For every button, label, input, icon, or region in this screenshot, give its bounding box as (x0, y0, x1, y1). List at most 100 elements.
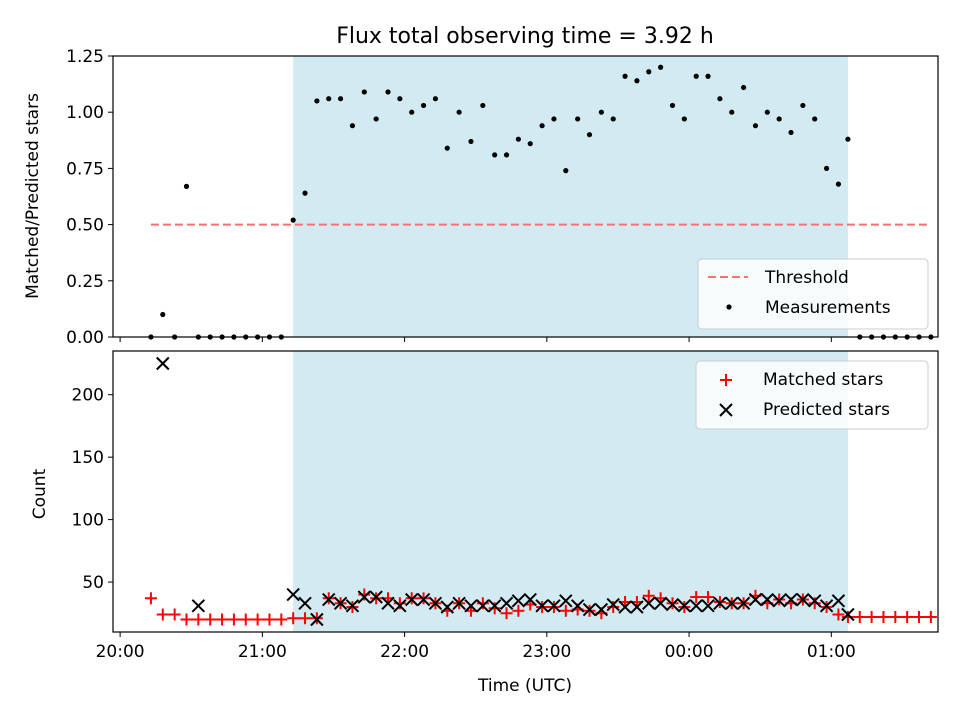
predicted-star-point (582, 602, 597, 617)
matched-star-point (239, 613, 252, 626)
measurement-point (705, 73, 711, 79)
legend-threshold-label: Threshold (764, 268, 849, 288)
measurement-point (503, 152, 510, 158)
measurement-point (468, 138, 474, 145)
matched-star-point (512, 604, 525, 617)
chart-title: Flux total observing time = 3.92 h (336, 24, 714, 49)
measurement-point (420, 102, 427, 109)
legend-matched-swatch (720, 374, 732, 386)
predicted-star-point (322, 592, 336, 607)
measurement-point (717, 96, 723, 102)
bottom-xtick-label: 23:00 (522, 642, 571, 662)
measurement-point (456, 109, 462, 115)
top-ytick-label: 0.75 (66, 159, 104, 179)
measurement-point (586, 132, 593, 138)
predicted-star-point (748, 592, 763, 607)
matched-star-point (476, 597, 489, 610)
matched-star-point (263, 613, 276, 626)
measurement-point (373, 116, 379, 122)
matched-star-point (204, 613, 217, 626)
measurement-point (326, 96, 332, 102)
measurement-point (752, 123, 759, 129)
measurement-point (669, 102, 676, 109)
legend-predicted-label: Predicted stars (763, 400, 890, 420)
top-panel: 0.00 0.25 0.50 0.75 1.00 1.25 Matched/Predict… (23, 47, 939, 348)
matched-star-point (358, 588, 371, 601)
top-ytick-label: 1.25 (66, 47, 104, 67)
top-ytick-label: 1.00 (66, 103, 104, 123)
bottom-xtick-label: 21:00 (238, 642, 287, 662)
predicted-star-point (796, 592, 810, 607)
measurement-point (776, 116, 782, 122)
predicted-star-point (310, 612, 324, 627)
predicted-star-point (772, 594, 786, 608)
matched-star-point (877, 611, 890, 624)
matched-star-point (607, 601, 620, 614)
matched-star-point (559, 604, 572, 617)
measurement-point (812, 116, 818, 122)
predicted-star-point (191, 599, 206, 613)
measurement-point (551, 116, 557, 122)
measurement-point (658, 64, 664, 70)
matched-star-point (808, 597, 821, 610)
bottom-ytick-label: 150 (72, 448, 104, 468)
measurement-point (337, 96, 344, 102)
legend-measurements-swatch (726, 304, 732, 310)
predicted-star-point (511, 594, 526, 608)
predicted-star-point (369, 590, 383, 604)
matched-star-point (168, 608, 181, 621)
measurement-point (646, 69, 652, 75)
measurement-point (444, 145, 450, 151)
measurement-point (539, 123, 545, 129)
matched-star-point (251, 613, 264, 626)
predicted-star-point (606, 597, 620, 612)
measurement-point (290, 217, 296, 223)
matched-star-point (841, 611, 854, 624)
predicted-star-point (333, 596, 348, 610)
measurement-point (741, 84, 747, 91)
matched-star-point (702, 591, 715, 604)
predicted-star-point (665, 597, 680, 612)
measurement-point (835, 181, 842, 187)
bottom-legend: Matched stars Predicted stars (695, 360, 929, 430)
matched-star-point (275, 613, 288, 626)
matched-star-point (488, 602, 501, 615)
predicted-star-point (736, 596, 751, 610)
matched-star-point (299, 612, 312, 625)
top-ytick-label: 0.25 (66, 272, 104, 292)
matched-star-point (180, 613, 193, 626)
matched-star-point (156, 608, 169, 621)
bottom-axes-frame (112, 350, 939, 633)
legend-measurements-label: Measurements (765, 298, 891, 318)
predicted-star-point (725, 596, 739, 610)
predicted-star-point (440, 600, 454, 614)
matched-star-point (889, 611, 902, 624)
predicted-star-point (452, 596, 466, 610)
predicted-star-point (630, 600, 644, 614)
predicted-star-point (286, 587, 300, 602)
measurement-point (409, 109, 415, 115)
measurement-point (302, 190, 308, 196)
measurement-point (823, 165, 830, 171)
measurement-point (314, 98, 320, 104)
measurement-point (575, 116, 581, 122)
predicted-star-point (653, 596, 668, 610)
predicted-star-point (381, 596, 395, 610)
bottom-panel: 50 100 150 200 20:00 21:00 22:00 23:00 00:00 01:… (30, 350, 939, 696)
measurement-point (349, 123, 356, 129)
predicted-star-point (594, 602, 609, 617)
predicted-star-point (404, 592, 419, 607)
predicted-star-point (841, 607, 855, 622)
predicted-star-point (298, 596, 312, 610)
bottom-xlabel: Time (UTC) (477, 676, 572, 696)
top-ytick-label: 0.00 (66, 328, 104, 348)
top-legend: Threshold Measurements (697, 258, 929, 330)
bottom-xtick-label: 22:00 (380, 642, 429, 662)
matched-star-point (853, 611, 866, 624)
predicted-star-point (701, 599, 715, 613)
predicted-star-point (831, 594, 846, 608)
measurement-point (385, 89, 391, 95)
predicted-star-point (476, 599, 490, 613)
matched-star-point (144, 592, 157, 605)
